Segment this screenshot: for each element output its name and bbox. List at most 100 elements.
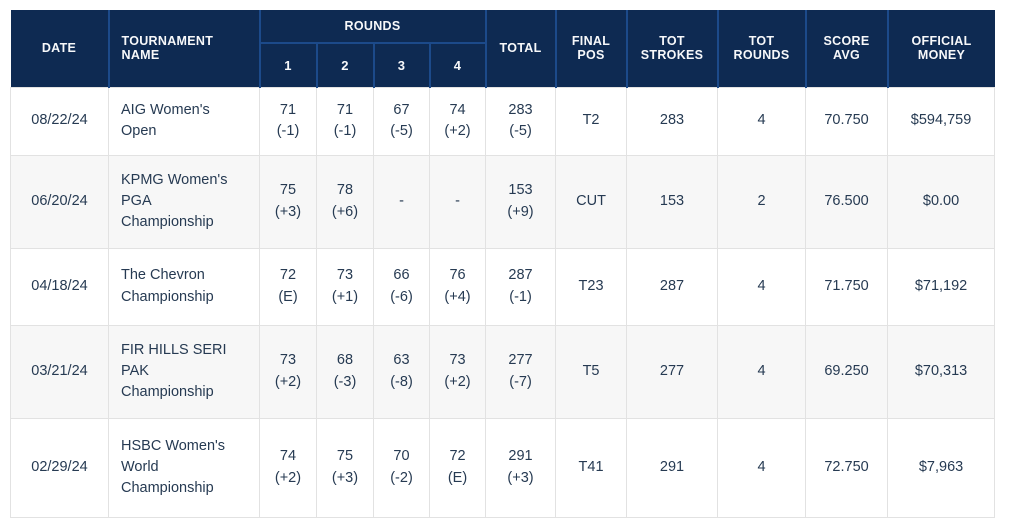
round-1-score: 74: [279, 448, 297, 465]
score-avg-cell: 70.750: [805, 86, 889, 156]
table-row: 04/18/24 The Chevron Championship 72 (E)…: [10, 247, 996, 326]
round-2-par: (+3): [331, 469, 359, 486]
tot-strokes-cell: 283: [626, 86, 719, 156]
col-header-score-avg: SCORE AVG: [805, 10, 889, 87]
total-cell: 153 (+9): [485, 154, 557, 249]
round-4-cell: 76 (+4): [428, 247, 487, 326]
total-par: (+3): [507, 469, 534, 486]
tournament-name: The Chevron Championship: [121, 267, 214, 305]
total-score: 277: [508, 352, 533, 369]
date-cell: 06/20/24: [10, 154, 109, 249]
results-body: 08/22/24 AIG Women's Open 71 (-1) 71 (-1…: [10, 86, 996, 518]
tournament-name: KPMG Women's PGA Championship: [121, 171, 228, 230]
total-score: 153: [508, 182, 533, 199]
round-3-cell: 66 (-6): [373, 247, 430, 326]
tournament-name: AIG Women's Open: [121, 101, 210, 139]
round-2-cell: 71 (-1): [316, 86, 374, 156]
official-money-cell: $71,192: [887, 247, 996, 326]
round-1-cell: 75 (+3): [259, 154, 317, 249]
round-3-score: 70: [393, 448, 410, 465]
round-3-score: -: [399, 192, 404, 209]
tournament-results-table: DATE TOURNAMENT NAME ROUNDS TOTAL FINAL …: [10, 10, 996, 518]
col-header-round-2: 2: [316, 43, 375, 87]
col-header-final-pos: FINAL POS: [555, 10, 628, 87]
round-3-score: 63: [393, 352, 410, 369]
tot-rounds-cell: 4: [717, 247, 807, 326]
round-4-par: (+2): [444, 373, 471, 390]
round-2-cell: 75 (+3): [316, 417, 374, 518]
round-3-par: (-2): [390, 469, 413, 486]
round-4-score: 73: [449, 352, 466, 369]
round-3-cell: 67 (-5): [373, 86, 430, 156]
round-2-cell: 73 (+1): [316, 247, 374, 326]
round-4-score: 74: [449, 101, 466, 118]
round-2-score: 73: [336, 267, 354, 284]
final-pos-cell: CUT: [555, 154, 628, 249]
official-money-cell: $70,313: [887, 324, 996, 419]
total-par: (-7): [509, 373, 532, 390]
total-par: (+9): [507, 203, 534, 220]
round-3-score: 66: [393, 267, 410, 284]
round-4-score: 72: [449, 448, 466, 465]
round-3-cell: 63 (-8): [373, 324, 430, 419]
col-header-rounds-group: ROUNDS: [259, 10, 487, 44]
round-1-score: 72: [279, 267, 297, 284]
score-avg-cell: 69.250: [805, 324, 889, 419]
round-1-score: 75: [279, 182, 297, 199]
round-4-par: (+4): [444, 288, 471, 305]
round-2-cell: 68 (-3): [316, 324, 374, 419]
score-avg-cell: 71.750: [805, 247, 889, 326]
round-2-score: 68: [336, 352, 354, 369]
col-header-tournament-name: TOURNAMENT NAME: [108, 10, 261, 87]
tournament-name-cell: KPMG Women's PGA Championship: [108, 154, 260, 249]
total-cell: 277 (-7): [485, 324, 557, 419]
tot-strokes-cell: 287: [626, 247, 719, 326]
round-1-cell: 71 (-1): [259, 86, 317, 156]
round-3-par: (-8): [390, 373, 413, 390]
round-4-cell: 74 (+2): [428, 86, 487, 156]
tournament-name-cell: HSBC Women's World Championship: [108, 417, 260, 518]
final-pos-cell: T41: [555, 417, 628, 518]
total-score: 283: [508, 101, 533, 118]
total-cell: 291 (+3): [485, 417, 557, 518]
table-row: 03/21/24 FIR HILLS SERI PAK Championship…: [10, 324, 996, 419]
round-1-cell: 72 (E): [259, 247, 317, 326]
total-score: 291: [508, 448, 533, 465]
total-par: (-1): [509, 288, 532, 305]
round-2-par: (-1): [333, 123, 357, 139]
tournament-name-cell: The Chevron Championship: [108, 247, 260, 326]
date-cell: 08/22/24: [10, 86, 109, 156]
total-cell: 283 (-5): [485, 86, 557, 156]
round-4-score: 76: [449, 267, 466, 284]
table-row: 08/22/24 AIG Women's Open 71 (-1) 71 (-1…: [10, 86, 996, 156]
round-4-par: (+2): [444, 123, 471, 139]
col-header-tot-strokes: TOT STROKES: [626, 10, 719, 87]
round-1-score: 71: [279, 101, 297, 118]
date-cell: 02/29/24: [10, 417, 109, 518]
col-header-round-3: 3: [373, 43, 431, 87]
tot-rounds-cell: 4: [717, 324, 807, 419]
round-3-cell: -: [373, 154, 430, 249]
col-header-tot-rounds: TOT ROUNDS: [717, 10, 807, 87]
round-4-cell: -: [428, 154, 487, 249]
round-4-par: (E): [447, 469, 468, 486]
round-4-cell: 73 (+2): [428, 324, 487, 419]
col-header-date: DATE: [10, 10, 110, 87]
round-2-par: (+1): [331, 288, 359, 305]
round-2-par: (-3): [333, 373, 357, 390]
tournament-name: HSBC Women's World Championship: [121, 437, 226, 496]
tournament-results-section: DATE TOURNAMENT NAME ROUNDS TOTAL FINAL …: [10, 10, 1009, 518]
round-1-par: (E): [278, 288, 298, 305]
date-cell: 03/21/24: [10, 324, 109, 419]
round-2-par: (+6): [331, 203, 359, 220]
round-4-cell: 72 (E): [428, 417, 487, 518]
table-header: DATE TOURNAMENT NAME ROUNDS TOTAL FINAL …: [10, 10, 995, 87]
round-1-par: (+2): [274, 373, 302, 390]
tot-strokes-cell: 277: [626, 324, 719, 419]
round-3-par: (-5): [390, 123, 413, 139]
round-1-cell: 74 (+2): [259, 417, 317, 518]
round-3-score: 67: [393, 101, 410, 118]
tot-rounds-cell: 2: [717, 154, 807, 249]
col-header-total: TOTAL: [485, 10, 557, 87]
tot-strokes-cell: 291: [626, 417, 719, 518]
